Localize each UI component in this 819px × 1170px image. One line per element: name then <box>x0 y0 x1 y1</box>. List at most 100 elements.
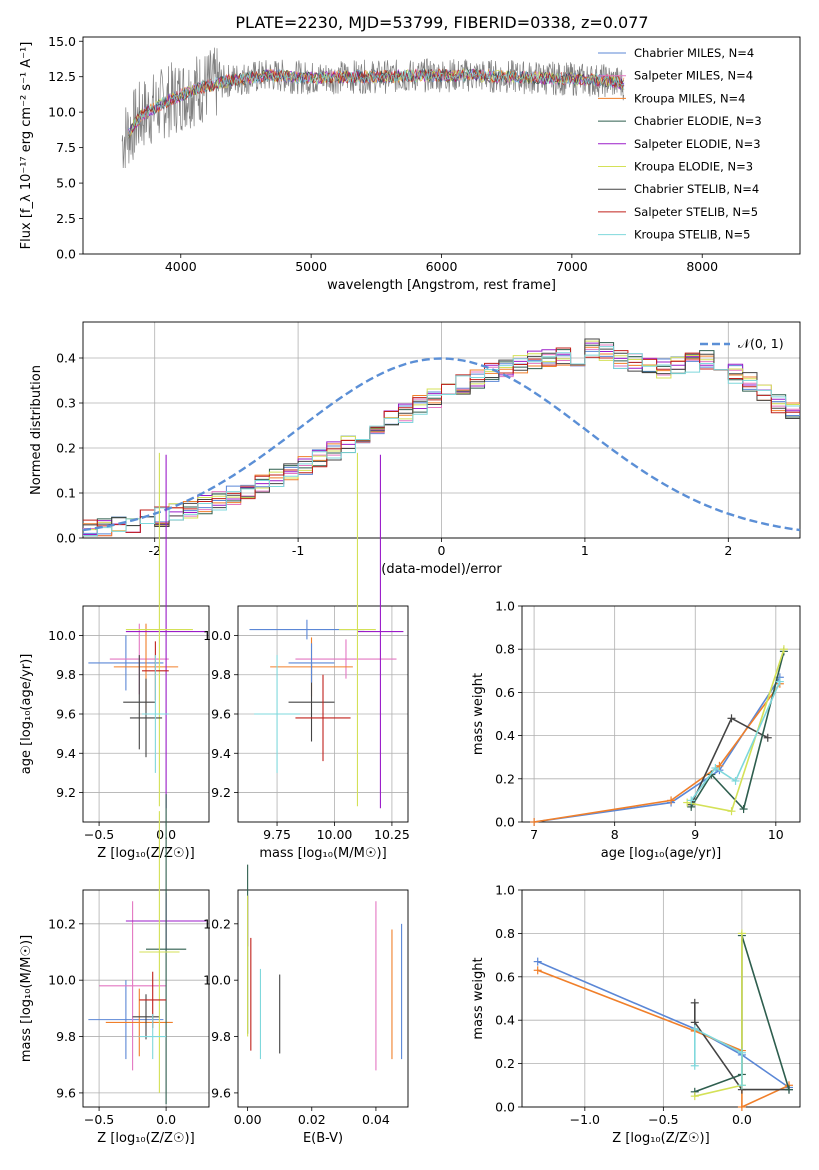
y-tick-label: 9.4 <box>211 746 231 761</box>
x-tick-label: −0.5 <box>84 827 114 842</box>
y-axis-label: Normed distribution <box>29 365 44 495</box>
x-tick-label: 0.0 <box>156 1112 176 1127</box>
y-axis-label: Flux [f_λ 10⁻¹⁷ erg cm⁻² s⁻¹ A⁻¹] <box>19 42 34 250</box>
plot-frame <box>521 605 801 823</box>
y-tick-label: 9.8 <box>211 667 231 682</box>
legend-label: Salpeter ELODIE, N=3 <box>634 137 761 151</box>
x-axis-label: (data-model)/error <box>381 562 502 577</box>
y-axis-label: mass [log₁₀(M/M☉)] <box>19 935 34 1062</box>
x-axis-label: Z [log₁₀(Z/Z☉)] <box>97 846 194 861</box>
y-tick-label: 10.0 <box>203 628 231 643</box>
legend-label: Chabrier ELODIE, N=3 <box>634 114 762 128</box>
x-tick-label: 0.0 <box>732 1112 752 1127</box>
weight-series-6 <box>693 1027 743 1086</box>
y-tick-label: 9.6 <box>211 707 231 722</box>
x-tick-label: 0.02 <box>298 1112 326 1127</box>
y-tick-label: 10.2 <box>203 916 231 931</box>
legend-label: Kroupa ELODIE, N=3 <box>634 160 753 174</box>
y-tick-label: 12.5 <box>48 69 76 84</box>
plot-frame <box>237 889 409 1108</box>
x-tick-label: −0.5 <box>84 1112 114 1127</box>
weight-series-2 <box>533 683 781 823</box>
weight-series-1 <box>537 960 790 1089</box>
histogram-series-9 <box>83 346 800 537</box>
y-tick-label: 1.0 <box>495 883 515 898</box>
x-tick-label: 0 <box>438 543 446 558</box>
x-tick-label: 10 <box>768 827 784 842</box>
z-weight-panel: −1.0 −0.5 0.0 0.0 0.2 0.4 0.6 0.8 1.0 Z [log₁₀(Z/… <box>471 883 801 1146</box>
x-tick-label: −1.0 <box>570 1112 600 1127</box>
y-tick-label: 0.2 <box>495 1056 515 1071</box>
y-tick-label: 10.2 <box>48 916 76 931</box>
y-tick-label: 9.2 <box>211 785 231 800</box>
y-tick-label: 0.6 <box>495 969 515 984</box>
y-tick-label: 9.8 <box>56 667 76 682</box>
model-spectrum-9 <box>128 69 625 136</box>
y-tick-label: 0.0 <box>56 531 76 546</box>
x-tick-label: 0.00 <box>234 1112 262 1127</box>
y-tick-label: 0.0 <box>56 247 76 262</box>
legend-label: Kroupa MILES, N=4 <box>634 91 746 105</box>
age-weight-panel: 7 8 9 10 0.0 0.2 0.4 0.6 0.8 1.0 age [log₁₀(age/yr… <box>471 599 801 861</box>
x-axis-label: E(B-V) <box>303 1131 343 1146</box>
y-tick-label: 0.4 <box>495 728 515 743</box>
residuals-panel: -2 -1 0 1 2 0.0 0.1 0.2 0.3 0.4 (data-model)/error… <box>29 321 801 577</box>
x-tick-label: 4000 <box>165 259 197 274</box>
weight-series-6 <box>690 681 781 801</box>
y-tick-label: 0.4 <box>56 351 76 366</box>
x-tick-label: -2 <box>148 543 160 558</box>
x-tick-label: 6000 <box>426 259 458 274</box>
x-tick-label: 8000 <box>686 259 718 274</box>
legend-label: 𝒩(0, 1) <box>738 336 784 351</box>
y-tick-label: 9.4 <box>56 746 76 761</box>
x-tick-label: 5000 <box>295 259 327 274</box>
y-tick-label: 10.0 <box>48 628 76 643</box>
y-tick-label: 10.0 <box>203 973 231 988</box>
plot-frame <box>521 889 801 1108</box>
x-tick-label: 0.04 <box>362 1112 390 1127</box>
model-spectrum-7 <box>128 68 625 139</box>
y-axis-label: age [log₁₀(age/yr)] <box>19 654 34 775</box>
z-age-panel: −0.5 0.0 9.2 9.4 9.6 9.8 10.0 Z [log₁₀(Z/Z☉)] ag… <box>19 452 210 861</box>
observed-spectrum <box>121 47 625 169</box>
y-tick-label: 10.0 <box>48 105 76 120</box>
x-tick-label: 8 <box>611 827 619 842</box>
y-tick-label: 15.0 <box>48 34 76 49</box>
plot-frame <box>82 889 210 1108</box>
weight-series-3 <box>693 1002 789 1091</box>
y-tick-label: 9.2 <box>56 785 76 800</box>
y-axis-label: mass weight <box>471 957 486 1039</box>
x-tick-label: 7000 <box>556 259 588 274</box>
y-tick-label: 0.8 <box>495 926 515 941</box>
x-tick-label: 10.00 <box>317 827 353 842</box>
x-tick-label: 9 <box>691 827 699 842</box>
y-tick-label: 0.2 <box>495 771 515 786</box>
x-tick-label: 9.75 <box>263 827 291 842</box>
x-axis-label: mass [log₁₀(M/M☉)] <box>259 846 386 861</box>
y-axis-label: mass weight <box>471 673 486 755</box>
legend-label: Chabrier STELIB, N=4 <box>634 182 759 196</box>
y-tick-label: 0.0 <box>495 815 515 830</box>
y-tick-label: 5.0 <box>56 176 76 191</box>
mass-age-panel: 9.75 10.00 10.25 9.2 9.4 9.6 9.8 10.0 mass [log₁… <box>203 452 410 861</box>
x-axis-label: Z [log₁₀(Z/Z☉)] <box>97 1131 194 1146</box>
y-tick-label: 10.0 <box>48 973 76 988</box>
z-mass-panel: −0.5 0.0 9.6 9.8 10.0 10.2 Z [log₁₀(Z/Z☉)] mass… <box>19 794 210 1146</box>
x-tick-label: -1 <box>292 543 304 558</box>
x-axis-label: Z [log₁₀(Z/Z☉)] <box>612 1131 709 1146</box>
legend-label: Kroupa STELIB, N=5 <box>634 228 751 242</box>
y-tick-label: 7.5 <box>56 140 76 155</box>
y-tick-label: 0.1 <box>56 486 76 501</box>
y-tick-label: 0.6 <box>495 685 515 700</box>
y-tick-label: 0.3 <box>56 396 76 411</box>
normal-reference-curve <box>82 357 801 532</box>
x-axis-label: age [log₁₀(age/yr)] <box>601 846 722 861</box>
x-tick-label: −0.5 <box>648 1112 678 1127</box>
y-tick-label: 0.0 <box>495 1100 515 1115</box>
y-tick-label: 0.2 <box>56 441 76 456</box>
y-tick-label: 2.5 <box>56 211 76 226</box>
x-tick-label: 7 <box>530 827 538 842</box>
histogram-series-8 <box>83 347 800 533</box>
legend-label: Salpeter MILES, N=4 <box>634 69 753 83</box>
